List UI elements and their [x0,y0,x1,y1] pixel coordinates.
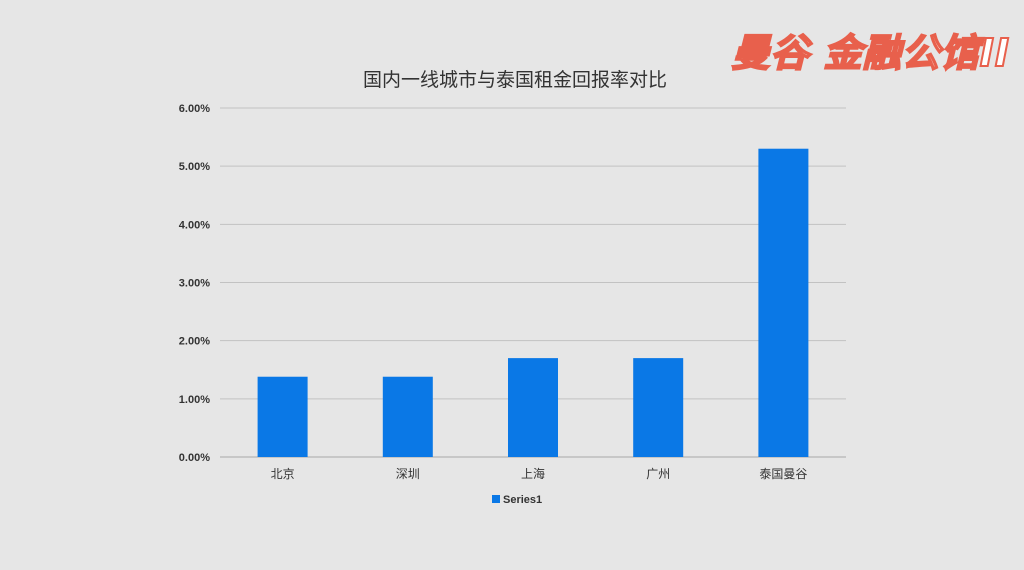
y-tick-label: 4.00% [179,219,210,231]
y-tick-label: 5.00% [179,161,210,173]
legend-label: Series1 [503,494,542,506]
bar [382,376,433,457]
x-category-label: 上海 [521,466,545,481]
bar [758,148,809,457]
x-category-label: 深圳 [396,467,420,481]
bar [257,376,308,457]
y-axis-ticks: 0.00% 1.00% 2.00% 3.00% 4.00% 5.00% 6.00% [179,103,210,464]
y-tick-label: 2.00% [179,336,210,348]
x-axis-categories: 北京 深圳 上海 广州 泰国曼谷 [271,466,808,481]
watermark-logo: 曼谷 金融公馆II [730,30,1010,76]
y-tick-label: 0.00% [179,452,210,464]
chart-title: 国内一线城市与泰国租金回报率对比 [363,69,667,91]
y-tick-label: 1.00% [179,394,210,406]
bar [508,358,558,457]
y-tick-label: 6.00% [179,103,210,115]
y-tick-label: 3.00% [179,278,210,290]
x-category-label: 广州 [646,467,670,481]
legend: Series1 [492,494,542,506]
bars [257,148,809,457]
legend-swatch [492,495,500,503]
x-category-label: 泰国曼谷 [759,467,807,481]
bar [633,358,684,457]
x-category-label: 北京 [271,467,295,481]
